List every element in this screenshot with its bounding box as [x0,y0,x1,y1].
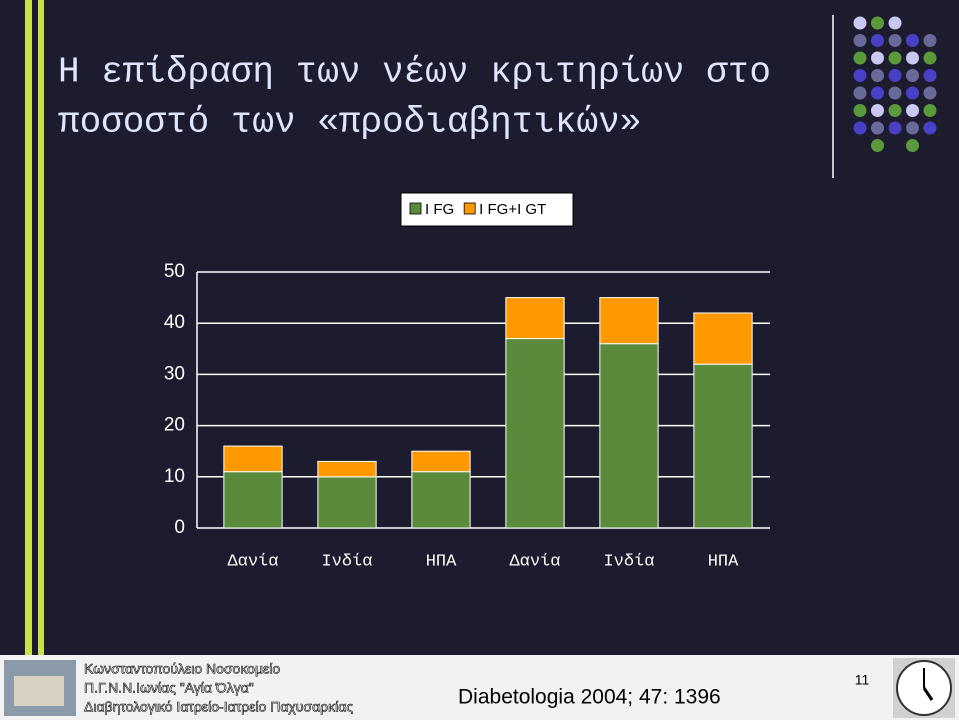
bar-segment [317,476,377,529]
citation: Diabetologia 2004; 47: 1396 [458,686,721,709]
bar-segment [599,343,659,529]
decor-dot [853,51,867,65]
y-tick-label: 30 [164,363,185,384]
decor-dot [871,16,884,30]
title-line: ποσοστό των «προδιαβητικών» [58,102,641,143]
y-tick-label: 10 [164,466,185,487]
decor-dot [853,16,867,30]
decor-dot [871,121,884,135]
footer-text: Π.Γ.Ν.Ν.Ιωνίας "Αγία Όλγα" [84,680,254,696]
bar-segment [411,471,471,529]
decor-dot [871,139,884,152]
legend-label: I FG [425,201,454,218]
decor-dot [888,121,902,135]
decor-dot [888,86,902,100]
legend [400,192,574,227]
decor-dot [871,51,884,65]
decor-dot [906,139,919,152]
y-tick-label: 40 [164,312,185,333]
x-tick-label: ΗΠΑ [426,552,457,571]
bar-segment [223,445,283,473]
x-tick-label: Ινδία [321,552,372,571]
footer-text: Κωνσταντοπούλειο Νοσοκομείο [84,661,280,677]
decor-dot [871,34,884,47]
x-tick-label: Ινδία [603,552,654,571]
decor-dot [906,69,919,82]
legend-swatch [409,202,422,215]
decor-dot [853,34,867,47]
x-tick-label: Δανία [227,552,278,571]
bar-segment [505,297,565,340]
bar-segment [411,450,471,473]
decor-dot [923,51,937,65]
title-line: Η επίδραση των νέων κριτηρίων στο [58,52,771,93]
decor-dot [923,34,937,47]
decor-dot [871,104,884,117]
decor-dot [923,104,937,117]
stripe [25,0,32,655]
decor-dot [853,104,867,117]
decor-dot [853,86,867,100]
decor-dot [906,104,919,117]
decor-dot [906,51,919,65]
decor-dot [888,34,902,47]
y-tick-label: 0 [174,517,185,538]
y-tick-label: 20 [164,415,185,436]
stripe [38,0,44,655]
decor-dot [871,69,884,82]
bar-segment [317,460,377,478]
decor-dot [888,16,902,30]
bar-segment [599,297,659,345]
decor-dot [853,121,867,135]
page-number: 11 [855,672,870,688]
x-tick-label: ΗΠΑ [708,552,739,571]
decor-dot [888,51,902,65]
decor-dot [888,104,902,117]
bar-segment [693,363,753,529]
legend-label: I FG+I GT [479,201,546,218]
decor-dot [871,86,884,100]
decor-dot [906,86,919,100]
bar-segment [505,338,565,529]
clock-hand [922,687,934,701]
decor-dot [906,34,919,47]
footer-text: Διαβητολογικό Ιατρείο-Ιατρείο Παχυσαρκία… [84,699,353,715]
decor-dot [888,69,902,82]
hospital-photo-building [14,676,64,706]
footer-band [0,655,959,720]
x-tick-label: Δανία [509,552,560,571]
bar-segment [693,312,753,365]
decor-dot [906,121,919,135]
decor-dot [923,121,937,135]
legend-swatch [463,202,476,215]
decor-dot [923,69,937,82]
decor-dot [923,86,937,100]
y-tick-label: 50 [164,261,185,282]
bar-segment [223,471,283,529]
decor-dot [853,69,867,82]
